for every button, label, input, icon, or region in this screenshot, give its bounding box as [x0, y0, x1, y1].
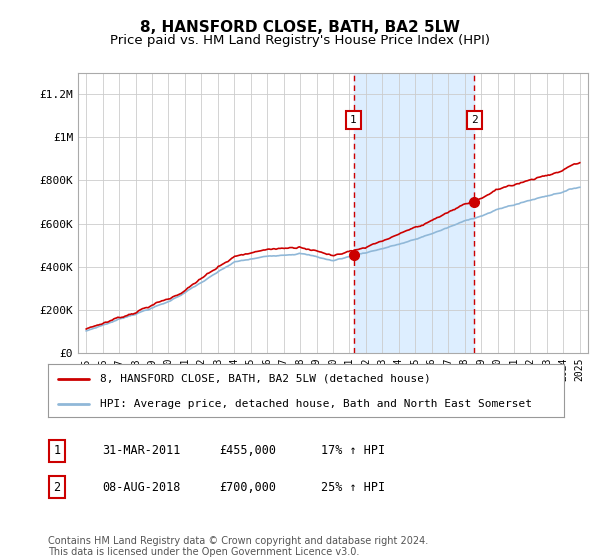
Text: 25% ↑ HPI: 25% ↑ HPI: [321, 480, 385, 494]
Text: £455,000: £455,000: [219, 444, 276, 458]
Text: HPI: Average price, detached house, Bath and North East Somerset: HPI: Average price, detached house, Bath…: [100, 399, 532, 409]
Text: 2: 2: [471, 115, 478, 125]
Text: Price paid vs. HM Land Registry's House Price Index (HPI): Price paid vs. HM Land Registry's House …: [110, 34, 490, 46]
Text: 08-AUG-2018: 08-AUG-2018: [102, 480, 181, 494]
Text: £700,000: £700,000: [219, 480, 276, 494]
Text: 17% ↑ HPI: 17% ↑ HPI: [321, 444, 385, 458]
Text: Contains HM Land Registry data © Crown copyright and database right 2024.
This d: Contains HM Land Registry data © Crown c…: [48, 535, 428, 557]
Text: 2: 2: [53, 480, 61, 494]
Bar: [353, 73, 475, 353]
Text: 1: 1: [53, 444, 61, 458]
Text: 8, HANSFORD CLOSE, BATH, BA2 5LW (detached house): 8, HANSFORD CLOSE, BATH, BA2 5LW (detach…: [100, 374, 430, 384]
Text: 1: 1: [350, 115, 357, 125]
Text: 31-MAR-2011: 31-MAR-2011: [102, 444, 181, 458]
Text: 8, HANSFORD CLOSE, BATH, BA2 5LW: 8, HANSFORD CLOSE, BATH, BA2 5LW: [140, 20, 460, 35]
